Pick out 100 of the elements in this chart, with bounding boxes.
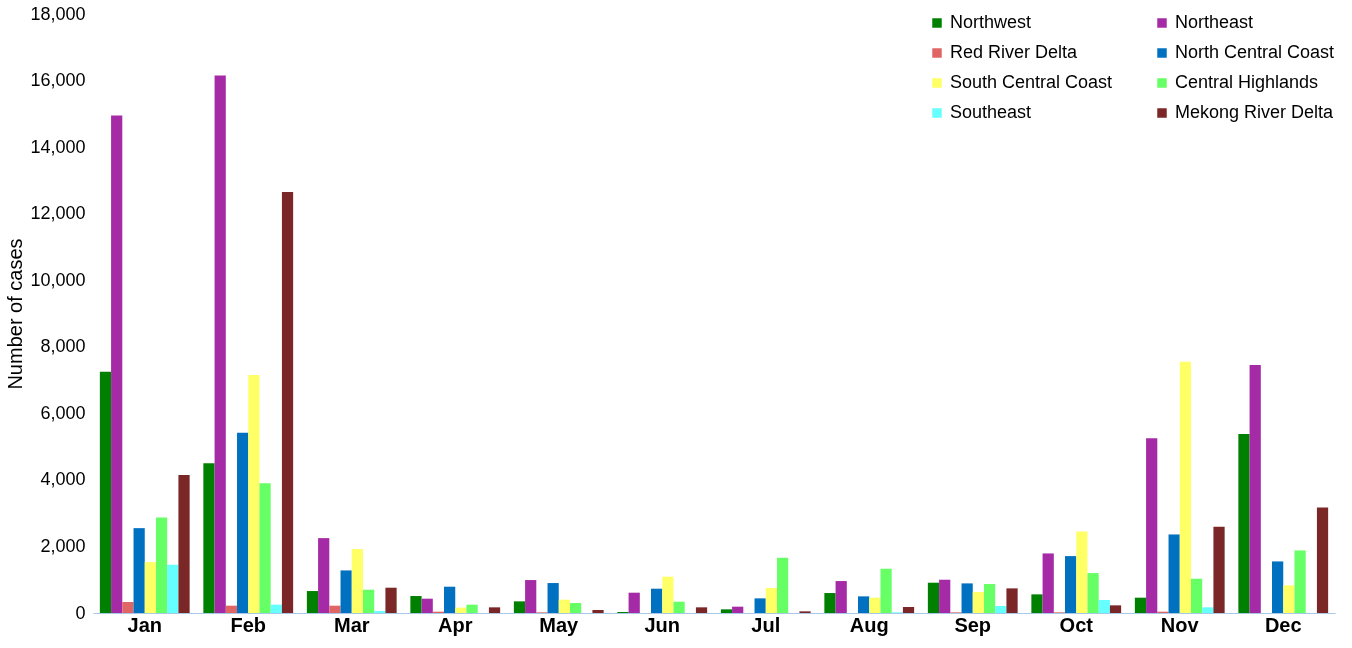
y-tick-label: 4,000 bbox=[40, 469, 86, 490]
x-tick-label: May bbox=[539, 613, 580, 636]
bar bbox=[329, 605, 341, 613]
y-tick-label: 10,000 bbox=[30, 269, 86, 290]
bar bbox=[318, 538, 330, 613]
bar bbox=[880, 568, 892, 613]
bar bbox=[765, 588, 777, 613]
bar bbox=[902, 607, 915, 613]
bar bbox=[961, 583, 973, 613]
bar bbox=[488, 607, 501, 613]
bar bbox=[1294, 550, 1306, 613]
bar bbox=[1202, 607, 1214, 613]
bar bbox=[558, 599, 570, 613]
y-tick-label: 16,000 bbox=[30, 70, 86, 91]
y-tick-label: 2,000 bbox=[40, 535, 86, 556]
y-tick-label: 8,000 bbox=[40, 336, 86, 357]
bar bbox=[569, 603, 582, 613]
legend-label: South Central Coast bbox=[950, 72, 1113, 92]
bar bbox=[592, 610, 604, 613]
bar bbox=[1006, 588, 1018, 613]
bar bbox=[1065, 556, 1077, 613]
bar bbox=[525, 580, 537, 613]
bar bbox=[155, 517, 168, 613]
bar bbox=[444, 586, 456, 613]
x-tick-label: Oct bbox=[1059, 613, 1094, 636]
bar bbox=[1213, 526, 1225, 613]
bar bbox=[1031, 594, 1043, 613]
bar bbox=[281, 192, 294, 613]
bar bbox=[466, 604, 478, 613]
bar bbox=[455, 607, 467, 613]
bar bbox=[1283, 585, 1295, 613]
bar bbox=[167, 564, 179, 613]
bar bbox=[122, 602, 134, 613]
bar bbox=[651, 588, 663, 613]
bar bbox=[869, 597, 881, 613]
bar bbox=[547, 583, 559, 613]
bar bbox=[144, 562, 156, 613]
bar bbox=[225, 605, 238, 613]
x-tick-label: Sep bbox=[954, 613, 992, 636]
bar bbox=[1098, 600, 1110, 613]
bar bbox=[824, 593, 836, 613]
legend-label: Northeast bbox=[1175, 12, 1254, 32]
y-tick-label: 6,000 bbox=[40, 402, 86, 423]
bar bbox=[513, 601, 526, 613]
bar bbox=[732, 606, 744, 613]
bar bbox=[995, 606, 1007, 613]
legend-label: Central Highlands bbox=[1175, 72, 1319, 92]
legend-label: Southeast bbox=[950, 102, 1032, 122]
bar bbox=[351, 549, 363, 613]
bar bbox=[776, 557, 789, 613]
x-tick-label: Dec bbox=[1264, 613, 1302, 636]
bar bbox=[1168, 534, 1180, 613]
y-axis-title: Number of cases bbox=[4, 238, 27, 390]
bar bbox=[214, 75, 226, 613]
bar bbox=[835, 581, 847, 613]
bar bbox=[248, 375, 260, 613]
bar bbox=[1238, 433, 1250, 613]
bar bbox=[421, 598, 433, 613]
bar bbox=[1190, 578, 1203, 613]
bar bbox=[259, 483, 271, 613]
bar bbox=[1179, 361, 1191, 613]
bar bbox=[1249, 365, 1261, 613]
bar bbox=[410, 596, 422, 613]
bar bbox=[939, 579, 951, 613]
bar bbox=[1109, 605, 1122, 613]
x-tick-label: Mar bbox=[333, 613, 370, 636]
bar bbox=[927, 582, 940, 613]
bar bbox=[720, 609, 733, 613]
legend-label: Mekong River Delta bbox=[1175, 102, 1335, 122]
bar bbox=[306, 591, 319, 613]
legend-label: Northwest bbox=[950, 12, 1032, 32]
bar bbox=[1087, 573, 1099, 613]
bar bbox=[1316, 507, 1329, 613]
bar bbox=[362, 589, 375, 613]
bar bbox=[111, 115, 123, 613]
x-tick-label: Aug bbox=[849, 613, 889, 636]
bar bbox=[178, 474, 190, 613]
bar bbox=[695, 607, 708, 613]
bar bbox=[270, 604, 282, 613]
x-tick-label: Jan bbox=[127, 613, 162, 636]
y-tick-label: 14,000 bbox=[30, 136, 86, 157]
x-tick-label: Nov bbox=[1160, 613, 1200, 636]
bar bbox=[662, 576, 674, 613]
bar bbox=[203, 463, 215, 613]
y-tick-label: 18,000 bbox=[30, 3, 86, 24]
bar bbox=[1042, 553, 1054, 613]
y-tick-label: 12,000 bbox=[30, 203, 86, 224]
bar bbox=[1076, 531, 1088, 613]
bar bbox=[133, 528, 145, 613]
x-tick-label: Feb bbox=[230, 613, 267, 636]
x-tick-label: Jun bbox=[644, 613, 681, 636]
x-tick-label: Apr bbox=[438, 613, 473, 636]
bar bbox=[1134, 597, 1147, 613]
bar bbox=[983, 584, 996, 613]
legend-label: North Central Coast bbox=[1175, 42, 1335, 62]
bar bbox=[385, 587, 397, 613]
bar bbox=[1146, 438, 1158, 613]
bar bbox=[972, 592, 984, 613]
y-tick-label: 0 bbox=[75, 602, 86, 623]
bar bbox=[1272, 561, 1284, 613]
